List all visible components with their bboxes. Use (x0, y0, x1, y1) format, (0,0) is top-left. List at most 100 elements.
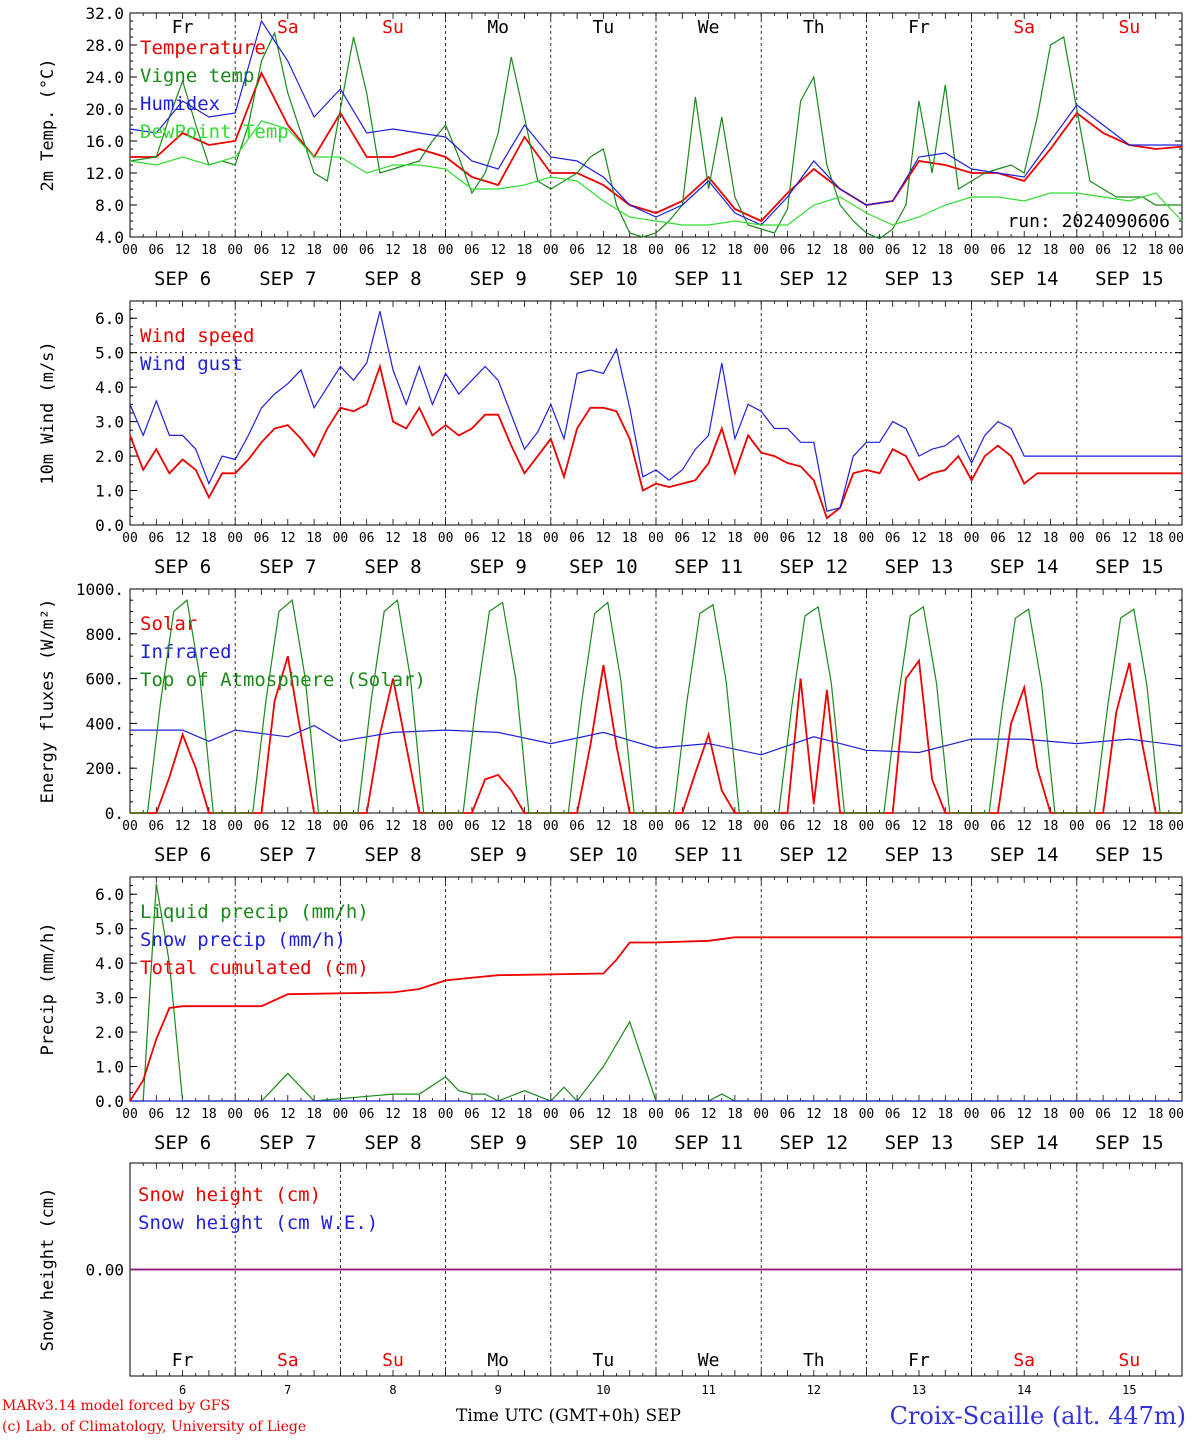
wind-hour-label: 00 (859, 531, 875, 546)
wind-hour-label: 00 (1168, 531, 1184, 546)
flux-hour-label: 12 (385, 819, 401, 834)
temp-weekday-label: Su (382, 17, 404, 38)
precip-ytick-label: 1.0 (95, 1058, 124, 1077)
temp-date-label: SEP 7 (259, 268, 316, 290)
precip-hour-label: 12 (701, 1107, 717, 1122)
snow-day-number: 7 (284, 1383, 291, 1397)
temp-hour-label: 00 (438, 243, 454, 258)
wind-hour-label: 12 (596, 531, 612, 546)
snow-weekday-label: Tu (593, 1350, 615, 1371)
flux-hour-label: 00 (648, 819, 664, 834)
flux-date-label: SEP 8 (364, 844, 421, 866)
wind-hour-label: 06 (254, 531, 270, 546)
temp-ytick-label: 12.0 (85, 164, 124, 183)
flux-hour-label: 00 (753, 819, 769, 834)
precip-hour-label: 12 (490, 1107, 506, 1122)
wind-hour-label: 06 (1095, 531, 1111, 546)
wind-hour-label: 00 (227, 531, 243, 546)
flux-ytick-label: 800. (85, 625, 124, 644)
flux-hour-label: 00 (859, 819, 875, 834)
wind-hour-label: 06 (569, 531, 585, 546)
flux-hour-label: 00 (333, 819, 349, 834)
flux-hour-label: 00 (1069, 819, 1085, 834)
snow-weekday-label: Su (1119, 1350, 1141, 1371)
temp-hour-label: 18 (411, 243, 427, 258)
snow-ytick-label: 0.00 (85, 1261, 124, 1280)
precip-hour-label: 00 (122, 1107, 138, 1122)
flux-hour-label: 00 (438, 819, 454, 834)
precip-ytick-label: 6.0 (95, 885, 124, 904)
temp-hour-label: 06 (569, 243, 585, 258)
snow-ylabel: Snow height (cm) (38, 1188, 58, 1352)
precip-ytick-label: 0.0 (95, 1092, 124, 1111)
wind-ytick-label: 5.0 (95, 344, 124, 363)
wind-hour-label: 06 (885, 531, 901, 546)
wind-hour-label: 18 (622, 531, 638, 546)
snow-day-number: 14 (1017, 1383, 1031, 1397)
wind-hour-label: 12 (911, 531, 927, 546)
flux-hour-label: 18 (411, 819, 427, 834)
flux-hour-label: 18 (622, 819, 638, 834)
temp-hour-label: 06 (885, 243, 901, 258)
flux-date-label: SEP 9 (470, 844, 527, 866)
wind-ytick-label: 0.0 (95, 516, 124, 535)
temp-ytick-label: 4.0 (95, 228, 124, 247)
temp-hour-label: 12 (1122, 243, 1138, 258)
wind-hour-label: 00 (543, 531, 559, 546)
wind-hour-label: 18 (1148, 531, 1164, 546)
snow-weekday-label: Sa (1013, 1350, 1035, 1371)
precip-hour-label: 06 (780, 1107, 796, 1122)
wind-hour-label: 12 (175, 531, 191, 546)
temp-ylabel: 2m Temp. (°C) (38, 58, 58, 191)
temp-hour-label: 12 (596, 243, 612, 258)
precip-hour-label: 18 (1043, 1107, 1059, 1122)
flux-date-label: SEP 11 (674, 844, 743, 866)
precip-hour-label: 00 (438, 1107, 454, 1122)
wind-hour-label: 18 (411, 531, 427, 546)
temp-hour-label: 06 (359, 243, 375, 258)
flux-hour-label: 18 (727, 819, 743, 834)
flux-hour-label: 12 (1016, 819, 1032, 834)
temp-legend-green: Vigne temp (140, 65, 254, 87)
precip-date-label: SEP 13 (885, 1132, 954, 1154)
wind-legend-blue: Wind gust (140, 353, 243, 375)
snow-legend-blue: Snow height (cm W.E.) (138, 1212, 378, 1234)
temp-legend-blue: Humidex (140, 93, 220, 115)
flux-hour-label: 00 (964, 819, 980, 834)
wind-hour-label: 12 (1016, 531, 1032, 546)
precip-hour-label: 12 (596, 1107, 612, 1122)
temp-weekday-label: Mo (487, 17, 509, 38)
wind-date-label: SEP 10 (569, 556, 638, 578)
precip-hour-label: 00 (1069, 1107, 1085, 1122)
flux-hour-label: 18 (1148, 819, 1164, 834)
temp-date-label: SEP 9 (470, 268, 527, 290)
precip-hour-label: 06 (569, 1107, 585, 1122)
precip-date-label: SEP 6 (154, 1132, 211, 1154)
snow-weekday-label: We (698, 1350, 720, 1371)
precip-legend-green: Liquid precip (mm/h) (140, 901, 369, 923)
snow-day-number: 11 (701, 1383, 715, 1397)
snow-day-number: 15 (1122, 1383, 1136, 1397)
temp-date-label: SEP 6 (154, 268, 211, 290)
temp-hour-label: 00 (859, 243, 875, 258)
flux-date-label: SEP 6 (154, 844, 211, 866)
flux-hour-label: 18 (201, 819, 217, 834)
wind-ytick-label: 3.0 (95, 413, 124, 432)
temp-hour-label: 00 (227, 243, 243, 258)
precip-legend-blue: Snow precip (mm/h) (140, 929, 346, 951)
wind-date-label: SEP 13 (885, 556, 954, 578)
precip-date-label: SEP 10 (569, 1132, 638, 1154)
wind-date-label: SEP 11 (674, 556, 743, 578)
temp-date-label: SEP 8 (364, 268, 421, 290)
flux-hour-label: 06 (254, 819, 270, 834)
flux-legend-red: Solar (140, 613, 197, 635)
flux-series-green (130, 599, 1182, 814)
precip-hour-label: 12 (1122, 1107, 1138, 1122)
wind-hour-label: 18 (832, 531, 848, 546)
wind-ytick-label: 2.0 (95, 447, 124, 466)
snow-day-number: 6 (179, 1383, 186, 1397)
wind-hour-label: 00 (1069, 531, 1085, 546)
precip-hour-label: 00 (1168, 1107, 1184, 1122)
wind-date-label: SEP 12 (779, 556, 848, 578)
snow-weekday-label: Fr (172, 1350, 194, 1371)
